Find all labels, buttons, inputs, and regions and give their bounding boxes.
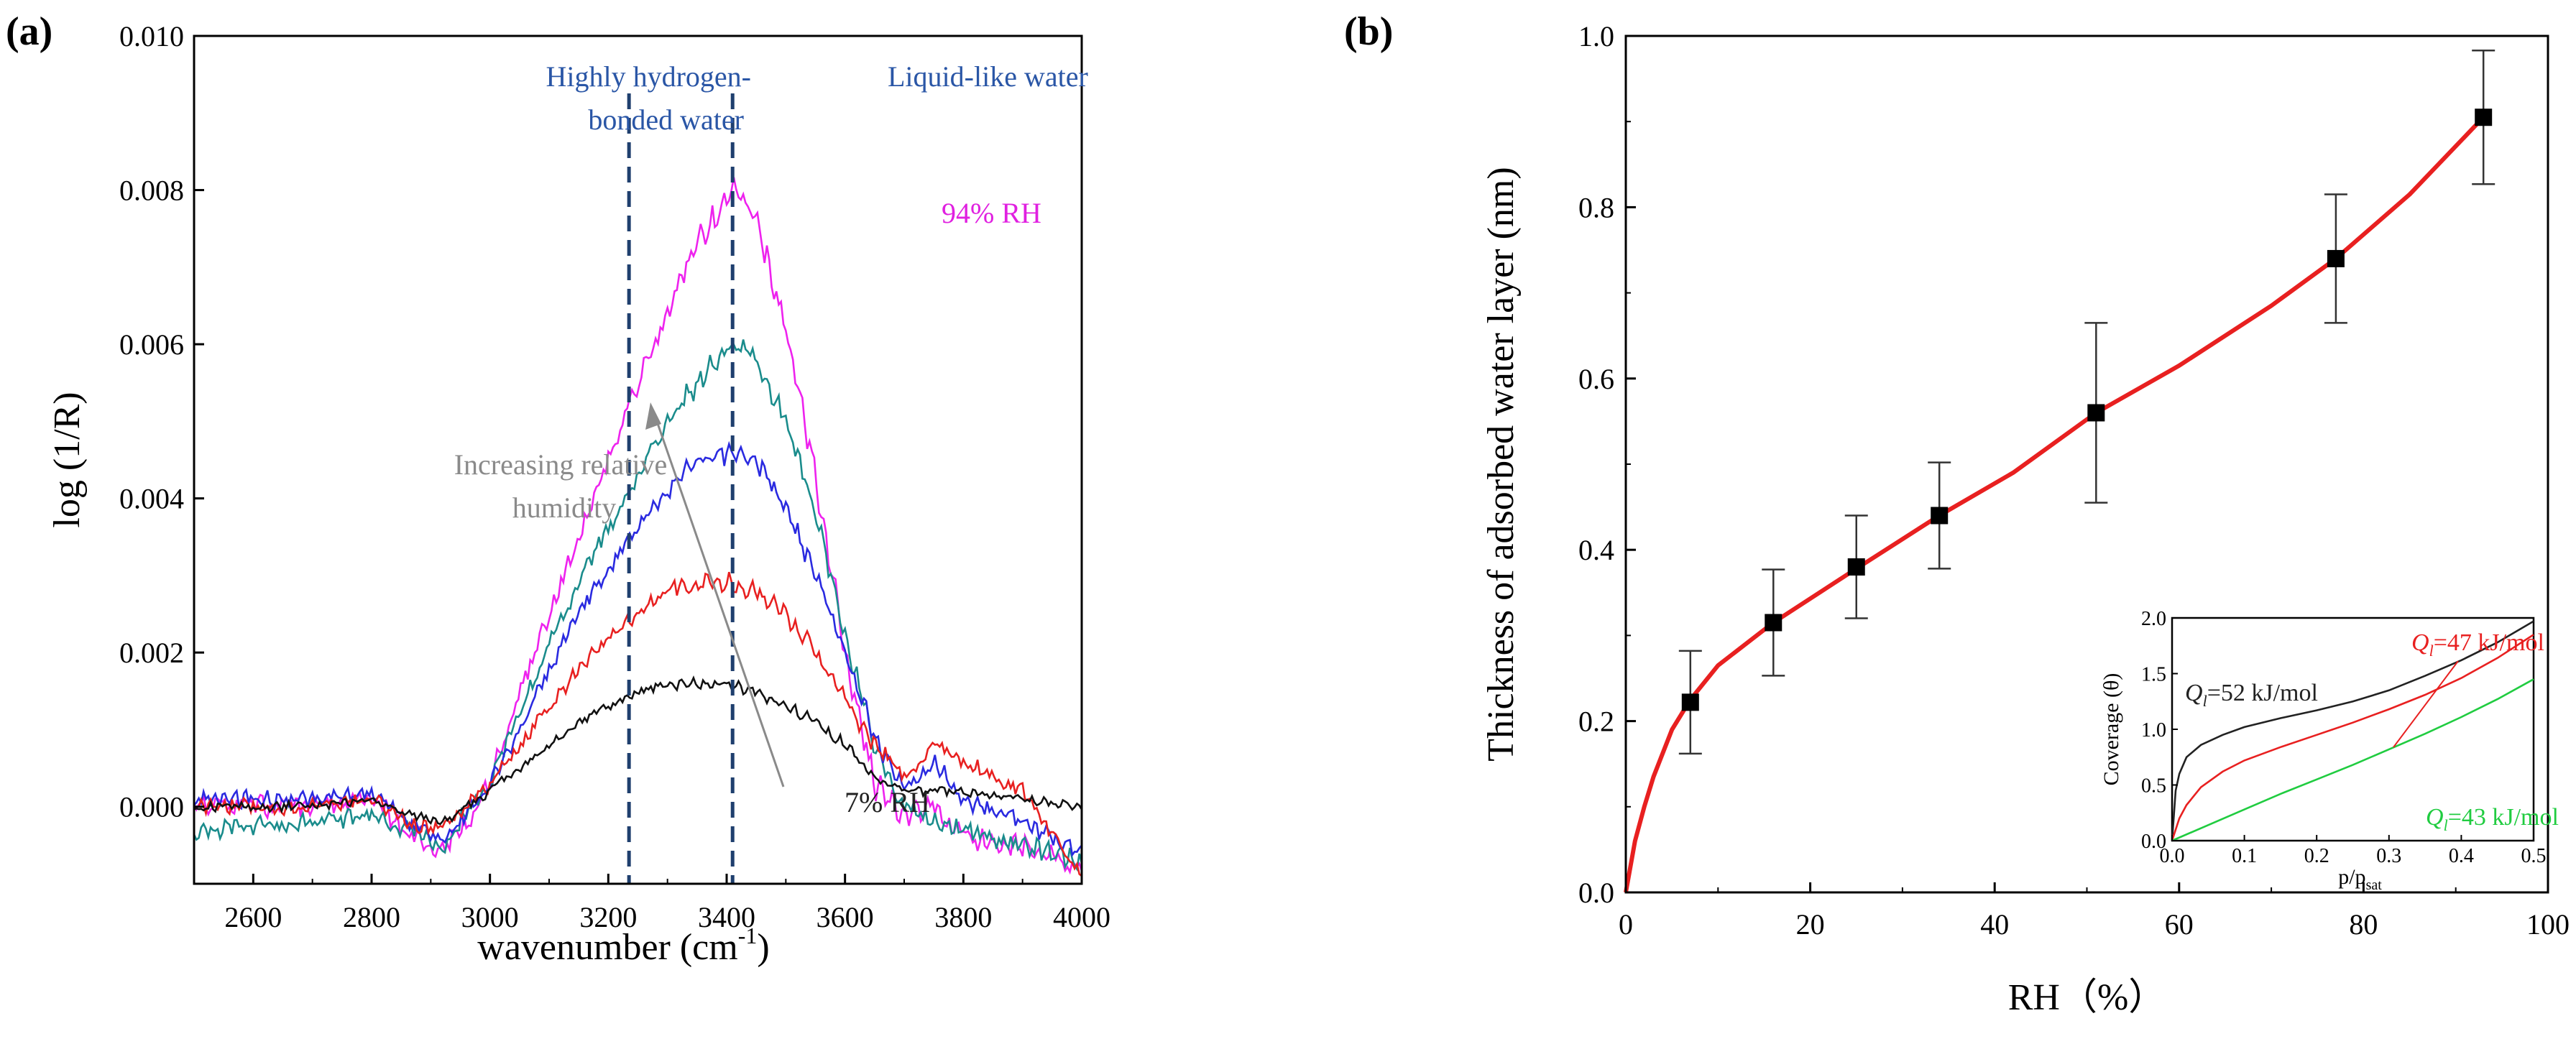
x-tick-label-a: 3600 <box>816 901 874 933</box>
annotation-liquid: Liquid-like water <box>888 60 1088 93</box>
inset-series-label-rest: =52 kJ/mol <box>2207 680 2318 706</box>
y-tick-label-a: 0.010 <box>119 20 184 52</box>
spectrum-line-4 <box>194 675 1082 826</box>
y-tick-label-b: 0.8 <box>1578 191 1614 223</box>
annotation-94rh: 94% RH <box>942 197 1041 229</box>
y-tick-label-a: 0.008 <box>119 175 184 207</box>
inset-x-axis-label-main: p/p <box>2338 865 2365 889</box>
inset-chart: 0.0 0.1 0.2 0.3 0.4 0.5 0.0 0.5 1.0 1.5 2.0 p/psat C… <box>2099 608 2559 893</box>
inset-series-label-q: Q <box>2426 804 2444 831</box>
panel-a-frame <box>193 34 1083 885</box>
inset-series-label-rest: =47 kJ/mol <box>2434 629 2544 656</box>
y-tick-label-b: 0.4 <box>1578 534 1614 566</box>
spectrum-line-3 <box>194 571 1082 877</box>
data-point <box>2327 249 2345 267</box>
inset-x-tick-label: 0.2 <box>2304 845 2329 867</box>
spectrum-line-1 <box>194 339 1082 872</box>
y-tick-label-a: 0.002 <box>119 637 184 669</box>
inset-y-axis-label: Coverage (θ) <box>2099 673 2123 786</box>
inset-y-tick-label: 0.5 <box>2141 775 2166 798</box>
inset-x-tick-label: 0.3 <box>2376 845 2401 867</box>
x-tick-label-a: 2800 <box>343 901 400 933</box>
inset-y-tick-label: 1.5 <box>2141 664 2166 686</box>
data-point <box>1765 614 1782 632</box>
x-axis-label-a: wavenumber (cm-1) <box>477 923 769 968</box>
annotation-highly-line2: bonded water <box>588 103 744 136</box>
panel-a-spectra-chart: 2600 2800 3000 3200 3400 3600 3800 4000 0.000 0.0… <box>47 20 1110 968</box>
x-tick-label-b: 0 <box>1619 908 1633 941</box>
inset-x-axis-label: p/psat <box>2338 865 2382 893</box>
x-axis-label-a-main: wavenumber (cm <box>477 927 737 968</box>
y-axis-label-a: log (1/R) <box>47 392 88 527</box>
x-axis-label-a-close: ) <box>757 927 769 968</box>
inset-curve-1 <box>2171 634 2534 841</box>
data-point <box>1931 507 1949 525</box>
y-tick-label-a: 0.004 <box>119 483 184 515</box>
panel-a-label: (a) <box>6 9 52 54</box>
x-tick-label-a: 3200 <box>579 901 637 933</box>
x-tick-label-a: 3800 <box>934 901 992 933</box>
x-axis-label-b: RH（%） <box>2008 977 2166 1018</box>
inset-series-label-2: Ql=43 kJ/mol <box>2426 804 2559 834</box>
y-tick-label-b: 0.0 <box>1578 877 1614 909</box>
inset-label-pointer <box>2393 660 2459 748</box>
annotation-highly-line1: Highly hydrogen- <box>546 60 751 93</box>
data-point <box>2475 108 2493 126</box>
inset-series-label-q: Q <box>2411 629 2429 656</box>
annotation-arrow-line2: humidity <box>512 491 616 524</box>
x-axis-label-a-sup: -1 <box>738 923 758 948</box>
y-tick-label-a: 0.000 <box>119 791 184 823</box>
x-tick-label-a: 4000 <box>1053 901 1110 933</box>
inset-series-label-0: Ql=52 kJ/mol <box>2185 680 2318 710</box>
x-tick-label-b: 40 <box>1980 908 2009 941</box>
inset-y-tick-label: 0.0 <box>2141 831 2166 853</box>
x-tick-label-b: 20 <box>1796 908 1825 941</box>
inset-series-label-1: Ql=47 kJ/mol <box>2411 629 2544 660</box>
y-tick-label-a: 0.006 <box>119 328 184 361</box>
data-point <box>1847 558 1865 576</box>
x-tick-label-b: 60 <box>2165 908 2194 941</box>
y-tick-label-b: 1.0 <box>1578 20 1614 52</box>
inset-x-tick-label: 0.4 <box>2449 845 2474 867</box>
x-tick-label-a: 2600 <box>224 901 282 933</box>
y-tick-label-b: 0.2 <box>1578 706 1614 738</box>
inset-y-tick-label: 2.0 <box>2141 608 2166 630</box>
inset-x-tick-label: 0.1 <box>2232 845 2257 867</box>
inset-series-label-sub: l <box>2203 692 2207 710</box>
y-tick-label-b: 0.6 <box>1578 363 1614 395</box>
increase-arrow-shaft <box>653 412 785 787</box>
x-tick-label-b: 100 <box>2526 908 2570 941</box>
inset-x-axis-label-sub: sat <box>2366 877 2383 893</box>
x-tick-label-a: 3400 <box>698 901 755 933</box>
inset-series-label-sub: l <box>2429 642 2434 660</box>
annotation-7rh: 7% RH <box>845 786 930 818</box>
inset-series-label-sub: l <box>2444 816 2448 834</box>
inset-x-tick-label: 0.0 <box>2160 845 2185 867</box>
inset-x-tick-label: 0.5 <box>2521 845 2547 867</box>
x-tick-label-b: 80 <box>2349 908 2378 941</box>
inset-series-label-q: Q <box>2185 680 2203 706</box>
data-point <box>2087 404 2105 422</box>
inset-y-tick-label: 1.0 <box>2141 719 2166 742</box>
increase-arrow-head <box>645 402 661 430</box>
x-tick-label-a: 3000 <box>461 901 519 933</box>
annotation-arrow-line1: Increasing relative <box>454 448 668 481</box>
inset-series-label-rest: =43 kJ/mol <box>2448 804 2559 831</box>
panel-b-label: (b) <box>1344 9 1393 54</box>
data-point <box>1681 693 1699 711</box>
inset-curve-2 <box>2171 678 2534 842</box>
spectrum-line-2 <box>194 440 1082 858</box>
panel-b-thickness-chart: 0 20 40 60 80 100 0.0 0.2 0.4 0.6 0.8 1.0 RH（%） Thick… <box>1481 20 2570 1018</box>
inset-curve-0 <box>2171 620 2534 841</box>
y-axis-label-b: Thickness of adsorbed water layer (nm) <box>1481 167 1522 761</box>
spectrum-line-0 <box>194 177 1082 875</box>
